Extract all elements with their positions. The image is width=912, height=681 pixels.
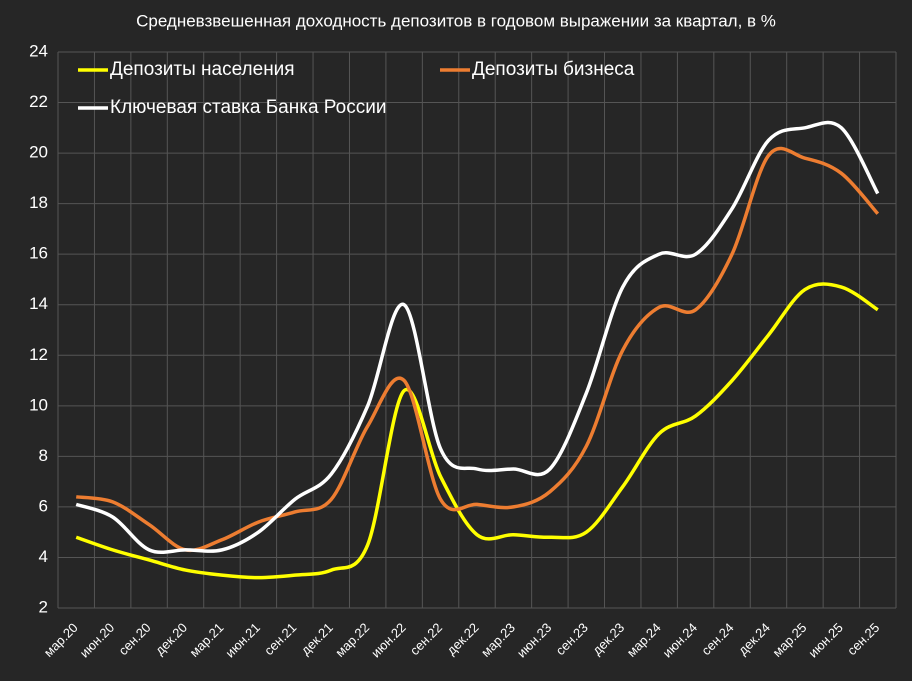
y-tick-label: 2 xyxy=(39,597,48,616)
y-tick-label: 8 xyxy=(39,446,48,465)
y-tick-label: 14 xyxy=(29,294,48,313)
y-tick-label: 10 xyxy=(29,395,48,414)
series-line xyxy=(75,146,880,553)
y-tick-label: 20 xyxy=(29,143,48,162)
legend-label: Депозиты бизнеса xyxy=(472,59,635,80)
y-tick-label: 16 xyxy=(29,244,48,263)
y-tick-label: 6 xyxy=(39,496,48,515)
series-line xyxy=(75,282,879,580)
legend-label: Депозиты населения xyxy=(110,59,295,80)
chart-title: Средневзвешенная доходность депозитов в … xyxy=(136,11,776,30)
y-tick-label: 24 xyxy=(29,41,48,60)
series-line xyxy=(75,120,880,555)
y-tick-label: 18 xyxy=(29,193,48,212)
y-tick-label: 12 xyxy=(29,345,48,364)
y-tick-label: 22 xyxy=(29,92,48,111)
y-tick-label: 4 xyxy=(39,547,48,566)
legend-label: Ключевая ставка Банка России xyxy=(110,97,386,118)
